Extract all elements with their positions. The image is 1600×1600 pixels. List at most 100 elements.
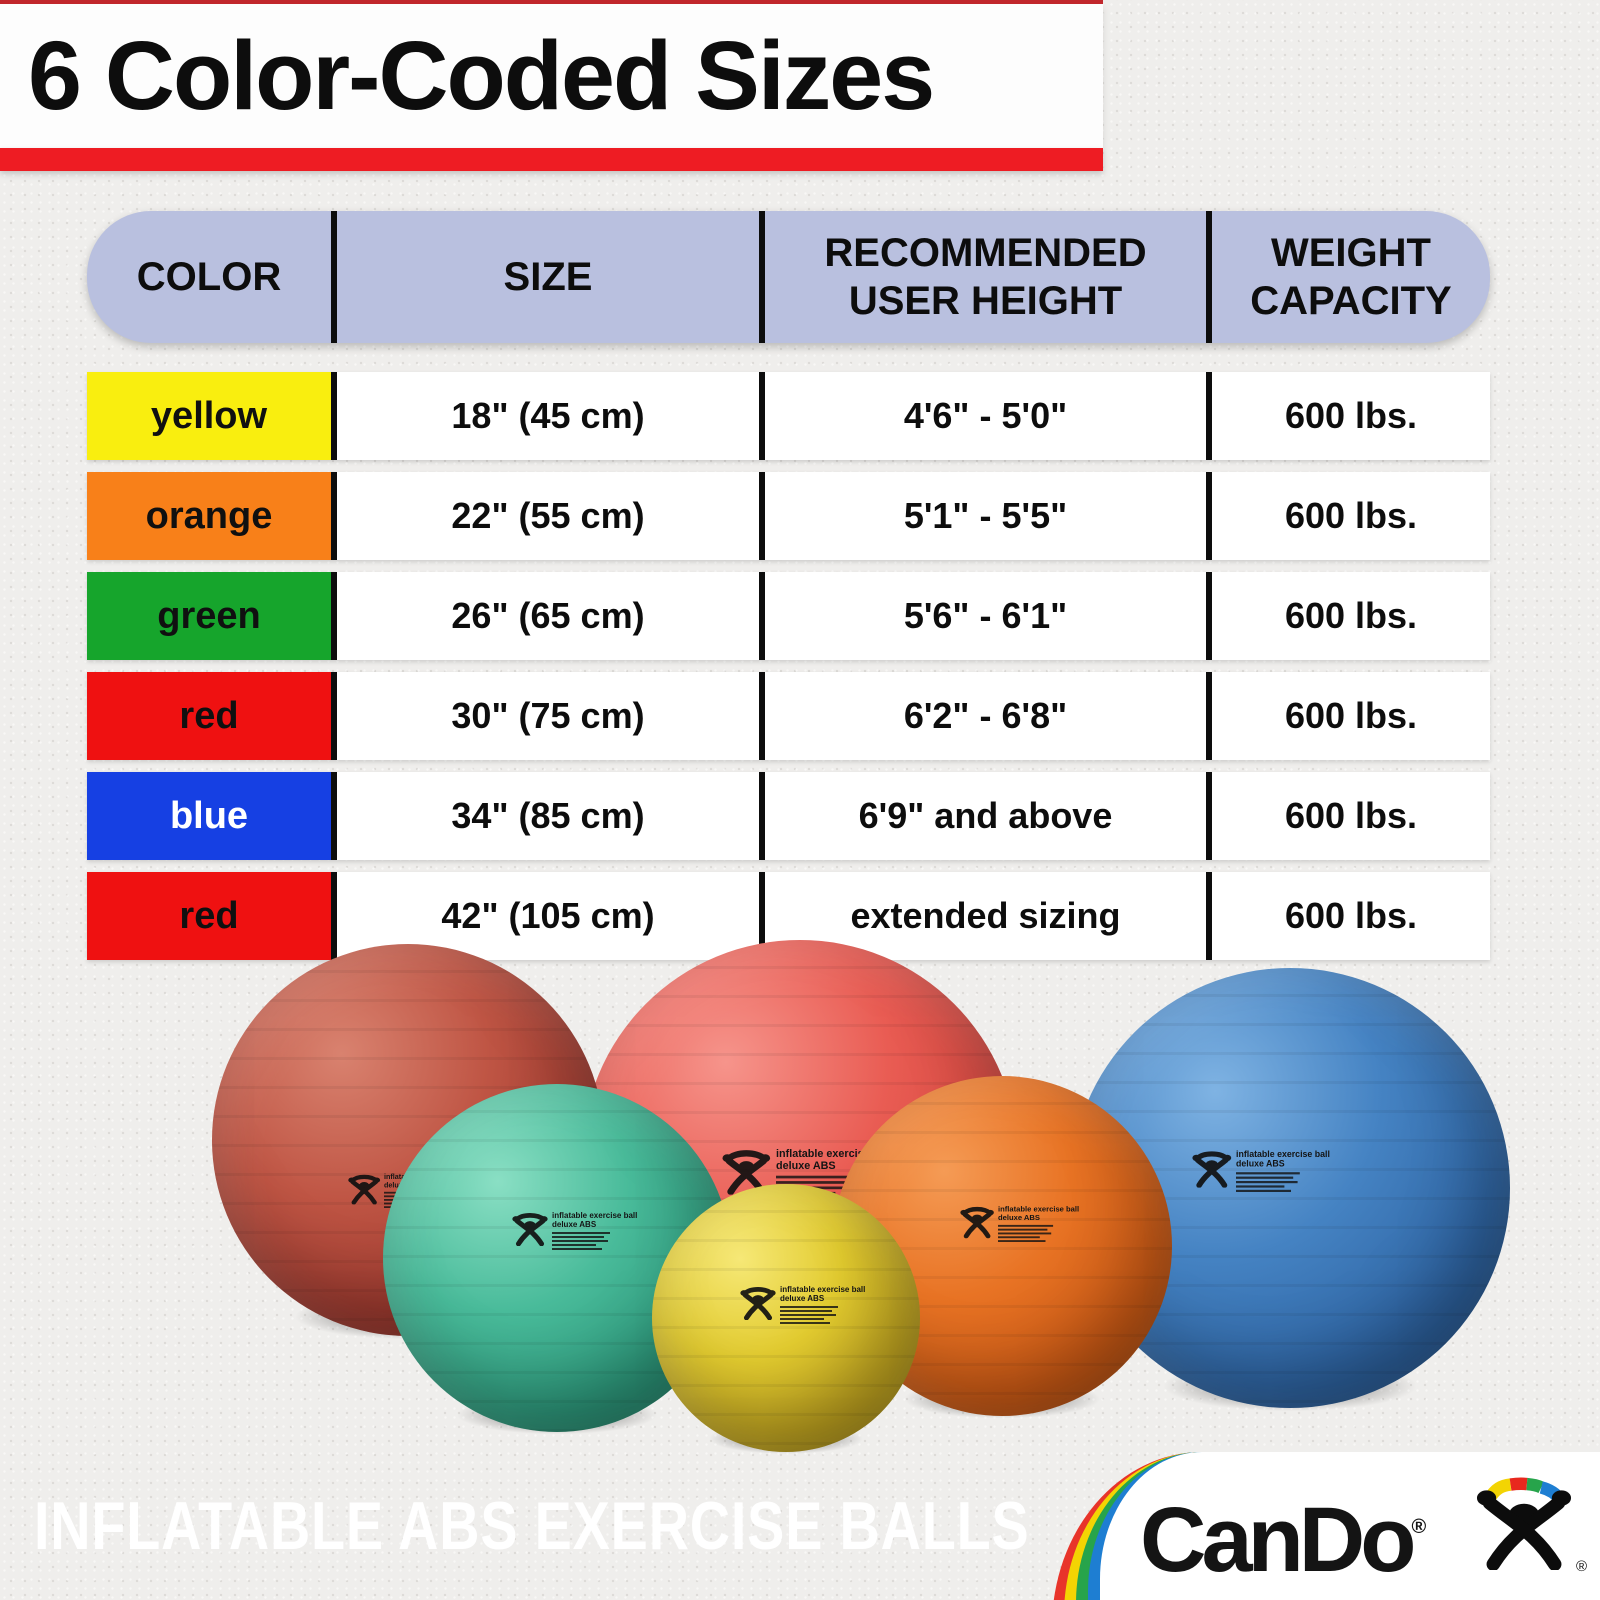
label-line-2: deluxe ABS <box>1236 1159 1285 1170</box>
color-name: red <box>179 894 239 937</box>
color-swatch: green <box>87 572 331 660</box>
cando-man-icon <box>348 1172 380 1204</box>
user-height-cell: 5'1" - 5'5" <box>765 472 1206 560</box>
table-row: red 42" (105 cm) extended sizing 600 lbs… <box>87 872 1490 960</box>
column-divider <box>331 872 337 960</box>
label-line-2: deluxe ABS <box>776 1159 836 1172</box>
user-height-cell: 6'2" - 6'8" <box>765 672 1206 760</box>
label-line-1: inflatable exercise ball <box>552 1211 638 1220</box>
weight-cell: 600 lbs. <box>1212 672 1490 760</box>
exercise-ball-yellow-18in: inflatable exercise ball deluxe ABS <box>652 1184 920 1452</box>
weight-cell: 600 lbs. <box>1212 872 1490 960</box>
cando-man-icon <box>1476 1474 1572 1570</box>
column-divider <box>759 372 765 460</box>
label-line-2: deluxe ABS <box>998 1213 1040 1223</box>
column-divider <box>1206 372 1212 460</box>
header-user-height: RECOMMENDED USER HEIGHT <box>824 231 1147 323</box>
column-divider <box>759 472 765 560</box>
color-swatch: orange <box>87 472 331 560</box>
column-divider <box>331 472 337 560</box>
top-accent-line <box>0 0 1103 4</box>
color-swatch: yellow <box>87 372 331 460</box>
page-title: 6 Color-Coded Sizes <box>28 21 935 130</box>
label-fine-print <box>998 1225 1079 1243</box>
weight-cell: 600 lbs. <box>1212 472 1490 560</box>
ball-printed-label: inflatable exercise ball deluxe ABS <box>960 1204 1080 1244</box>
header-color: COLOR <box>136 255 282 299</box>
cando-man-icon <box>960 1204 994 1238</box>
column-divider <box>1206 672 1212 760</box>
cando-man-icon <box>740 1284 776 1320</box>
table-row: green 26" (65 cm) 5'6" - 6'1" 600 lbs. <box>87 572 1490 660</box>
cando-man-icon <box>1192 1148 1232 1188</box>
column-divider <box>1206 472 1212 560</box>
column-divider <box>759 772 765 860</box>
table-row: orange 22" (55 cm) 5'1" - 5'5" 600 lbs. <box>87 472 1490 560</box>
title-band: 6 Color-Coded Sizes <box>0 4 1103 148</box>
header-divider <box>1206 211 1212 343</box>
table-row: yellow 18" (45 cm) 4'6" - 5'0" 600 lbs. <box>87 372 1490 460</box>
label-line-1: inflatable exercise ball <box>780 1285 866 1294</box>
footer-caption: INFLATABLE ABS EXERCISE BALLS <box>0 1452 1248 1600</box>
ball-ridges <box>652 1184 920 1452</box>
user-height-cell: 6'9" and above <box>765 772 1206 860</box>
color-swatch: red <box>87 872 331 960</box>
color-name: green <box>157 594 261 637</box>
column-divider <box>331 772 337 860</box>
footer-caption-text: INFLATABLE ABS EXERCISE BALLS <box>34 1488 1030 1564</box>
label-line-2: deluxe ABS <box>552 1220 597 1230</box>
size-cell: 26" (65 cm) <box>337 572 759 660</box>
label-line-2: deluxe ABS <box>780 1294 825 1304</box>
weight-cell: 600 lbs. <box>1212 772 1490 860</box>
title-red-underline <box>0 148 1103 171</box>
table-row: blue 34" (85 cm) 6'9" and above 600 lbs. <box>87 772 1490 860</box>
header-divider <box>331 211 337 343</box>
header-divider <box>759 211 765 343</box>
table-row: red 30" (75 cm) 6'2" - 6'8" 600 lbs. <box>87 672 1490 760</box>
color-name: red <box>179 694 239 737</box>
user-height-cell: 4'6" - 5'0" <box>765 372 1206 460</box>
cando-man-icon <box>512 1210 548 1246</box>
color-name: blue <box>169 794 249 837</box>
color-name: orange <box>145 494 273 537</box>
column-divider <box>759 672 765 760</box>
header-weight-capacity: WEIGHT CAPACITY <box>1250 231 1452 323</box>
column-divider <box>1206 872 1212 960</box>
weight-cell: 600 lbs. <box>1212 572 1490 660</box>
cando-logo: CanDo® ® <box>1052 1452 1600 1600</box>
column-divider <box>759 572 765 660</box>
label-fine-print <box>780 1306 865 1325</box>
column-divider <box>759 872 765 960</box>
label-line-1: inflatable exercise ball <box>1236 1149 1330 1159</box>
label-fine-print <box>552 1232 637 1251</box>
cando-wordmark: CanDo® <box>1140 1489 1427 1591</box>
size-cell: 34" (85 cm) <box>337 772 759 860</box>
size-cell: 30" (75 cm) <box>337 672 759 760</box>
ball-surface <box>652 1184 920 1452</box>
color-name: yellow <box>150 394 268 437</box>
column-divider <box>331 572 337 660</box>
registered-mark: ® <box>1411 1516 1427 1538</box>
weight-cell: 600 lbs. <box>1212 372 1490 460</box>
ball-printed-label: inflatable exercise ball deluxe ABS <box>740 1284 866 1326</box>
registered-mark: ® <box>1576 1558 1588 1575</box>
size-table: COLOR SIZE RECOMMENDED USER HEIGHT WEIGH… <box>87 211 1490 972</box>
user-height-cell: 5'6" - 6'1" <box>765 572 1206 660</box>
label-fine-print <box>1236 1172 1330 1193</box>
color-swatch: red <box>87 672 331 760</box>
size-cell: 22" (55 cm) <box>337 472 759 560</box>
column-divider <box>331 672 337 760</box>
color-swatch: blue <box>87 772 331 860</box>
column-divider <box>331 372 337 460</box>
label-line-1: inflatable exercise ball <box>998 1204 1080 1214</box>
table-body: yellow 18" (45 cm) 4'6" - 5'0" 600 lbs. … <box>87 372 1490 960</box>
ball-printed-label: inflatable exercise ball deluxe ABS <box>512 1210 638 1252</box>
size-cell: 18" (45 cm) <box>337 372 759 460</box>
ball-printed-label: inflatable exercise ball deluxe ABS <box>1192 1148 1331 1195</box>
column-divider <box>1206 772 1212 860</box>
table-header-row: COLOR SIZE RECOMMENDED USER HEIGHT WEIGH… <box>87 211 1490 343</box>
header-size: SIZE <box>503 255 593 299</box>
column-divider <box>1206 572 1212 660</box>
